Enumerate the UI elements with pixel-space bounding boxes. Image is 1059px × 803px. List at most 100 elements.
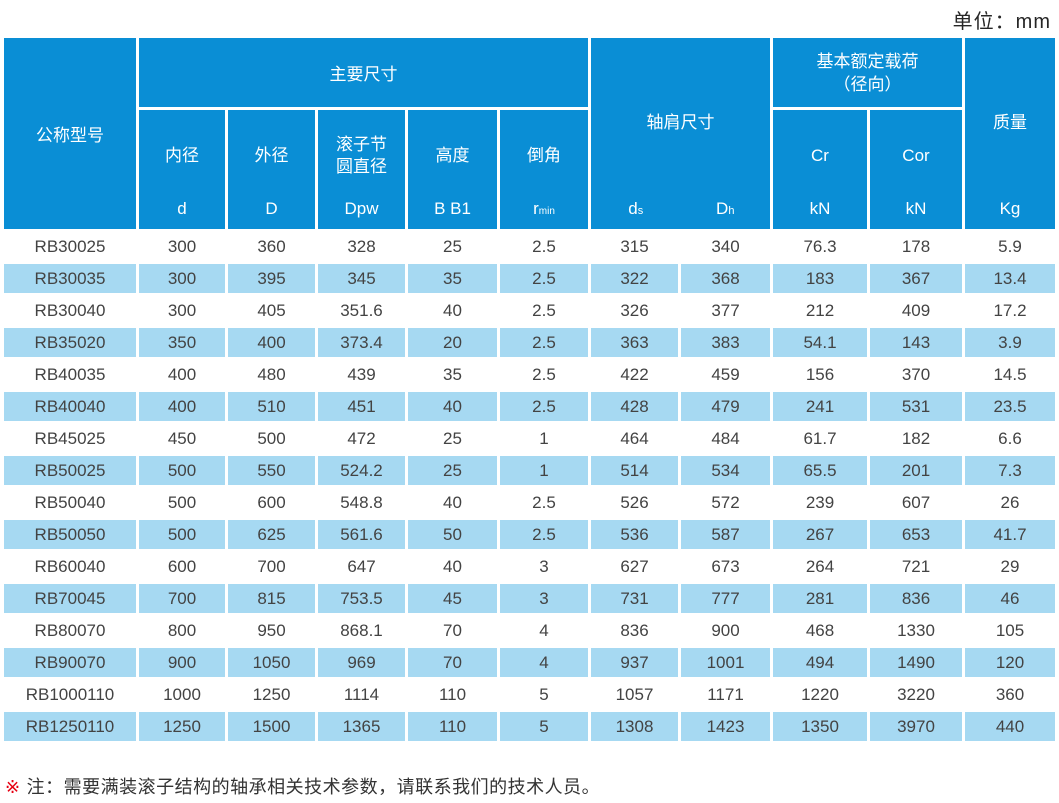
value-cell: 368 [681, 264, 770, 293]
value-cell: 328 [318, 232, 405, 261]
value-cell: 1171 [681, 680, 770, 709]
value-cell: 480 [228, 360, 315, 389]
cor-unit: kN [905, 199, 927, 218]
mass-label: 质量 [993, 113, 1027, 132]
value-cell: 350 [139, 328, 225, 357]
value-cell: 212 [773, 296, 867, 325]
value-cell: 1500 [228, 712, 315, 741]
value-cell: 363 [591, 328, 678, 357]
value-cell: 500 [228, 424, 315, 453]
value-cell: 300 [139, 264, 225, 293]
value-cell: 241 [773, 392, 867, 421]
value-cell: 868.1 [318, 616, 405, 645]
value-cell: 500 [139, 520, 225, 549]
value-cell: 1350 [773, 712, 867, 741]
value-cell: 264 [773, 552, 867, 581]
shoulder-dh-symbol: Dh [716, 199, 735, 218]
value-cell: 1 [500, 456, 588, 485]
value-cell: 4 [500, 616, 588, 645]
value-cell: 105 [965, 616, 1055, 645]
value-cell: 950 [228, 616, 315, 645]
value-cell: 143 [870, 328, 962, 357]
value-cell: 14.5 [965, 360, 1055, 389]
value-cell: 54.1 [773, 328, 867, 357]
value-cell: 731 [591, 584, 678, 613]
value-cell: 409 [870, 296, 962, 325]
shoulder-label: 轴肩尺寸 [646, 113, 715, 132]
footnote-text: 注：需要满装滚子结构的轴承相关技术参数，请联系我们的技术人员。 [26, 777, 601, 797]
value-cell: 340 [681, 232, 770, 261]
value-cell: 110 [408, 712, 497, 741]
value-cell: 464 [591, 424, 678, 453]
header-model: 公称型号 [4, 38, 136, 229]
value-cell: 500 [139, 488, 225, 517]
model-cell: RB30025 [4, 232, 136, 261]
value-cell: 50 [408, 520, 497, 549]
value-cell: 836 [591, 616, 678, 645]
value-cell: 500 [139, 456, 225, 485]
value-cell: 4 [500, 648, 588, 677]
value-cell: 315 [591, 232, 678, 261]
model-cell: RB1250110 [4, 712, 136, 741]
value-cell: 370 [870, 360, 962, 389]
header-main-dimensions-label: 主要尺寸 [329, 65, 398, 84]
value-cell: 900 [681, 616, 770, 645]
value-cell: 40 [408, 552, 497, 581]
value-cell: 1001 [681, 648, 770, 677]
value-cell: 3 [500, 552, 588, 581]
value-cell: 326 [591, 296, 678, 325]
cr-unit: kN [809, 199, 831, 218]
load-rating-label-line2: （径向） [833, 74, 902, 94]
model-cell: RB80070 [4, 616, 136, 645]
value-cell: 29 [965, 552, 1055, 581]
header-inner-diameter: 内径 d [139, 110, 225, 229]
value-cell: 183 [773, 264, 867, 293]
value-cell: 351.6 [318, 296, 405, 325]
value-cell: 41.7 [965, 520, 1055, 549]
value-cell: 548.8 [318, 488, 405, 517]
value-cell: 110 [408, 680, 497, 709]
chamfer-label: 倒角 [527, 146, 561, 165]
footnote: ※ 注：需要满装滚子结构的轴承相关技术参数，请联系我们的技术人员。 [5, 773, 600, 799]
value-cell: 2.5 [500, 296, 588, 325]
value-cell: 1000 [139, 680, 225, 709]
value-cell: 6.6 [965, 424, 1055, 453]
value-cell: 25 [408, 232, 497, 261]
roller-pitch-label-line2: 圆直径 [336, 157, 387, 176]
value-cell: 777 [681, 584, 770, 613]
value-cell: 2.5 [500, 488, 588, 517]
value-cell: 428 [591, 392, 678, 421]
value-cell: 400 [139, 392, 225, 421]
value-cell: 1490 [870, 648, 962, 677]
model-cell: RB35020 [4, 328, 136, 357]
value-cell: 753.5 [318, 584, 405, 613]
value-cell: 550 [228, 456, 315, 485]
value-cell: 479 [681, 392, 770, 421]
value-cell: 587 [681, 520, 770, 549]
model-cell: RB40040 [4, 392, 136, 421]
value-cell: 26 [965, 488, 1055, 517]
value-cell: 178 [870, 232, 962, 261]
value-cell: 395 [228, 264, 315, 293]
value-cell: 510 [228, 392, 315, 421]
value-cell: 1220 [773, 680, 867, 709]
value-cell: 383 [681, 328, 770, 357]
value-cell: 472 [318, 424, 405, 453]
model-cell: RB30035 [4, 264, 136, 293]
value-cell: 3 [500, 584, 588, 613]
value-cell: 400 [228, 328, 315, 357]
value-cell: 600 [139, 552, 225, 581]
value-cell: 300 [139, 232, 225, 261]
value-cell: 440 [965, 712, 1055, 741]
model-cell: RB70045 [4, 584, 136, 613]
header-basic-load-rating: 基本额定载荷 （径向） [773, 38, 962, 107]
bearing-spec-table: 公称型号 主要尺寸 内径 d 外径 D 滚子节 圆直径 Dpw 高度 B B1 … [4, 38, 1055, 741]
value-cell: 536 [591, 520, 678, 549]
value-cell: 25 [408, 456, 497, 485]
value-cell: 969 [318, 648, 405, 677]
value-cell: 239 [773, 488, 867, 517]
value-cell: 267 [773, 520, 867, 549]
value-cell: 360 [228, 232, 315, 261]
header-cor: Cor kN [870, 110, 962, 229]
header-height: 高度 B B1 [408, 110, 497, 229]
